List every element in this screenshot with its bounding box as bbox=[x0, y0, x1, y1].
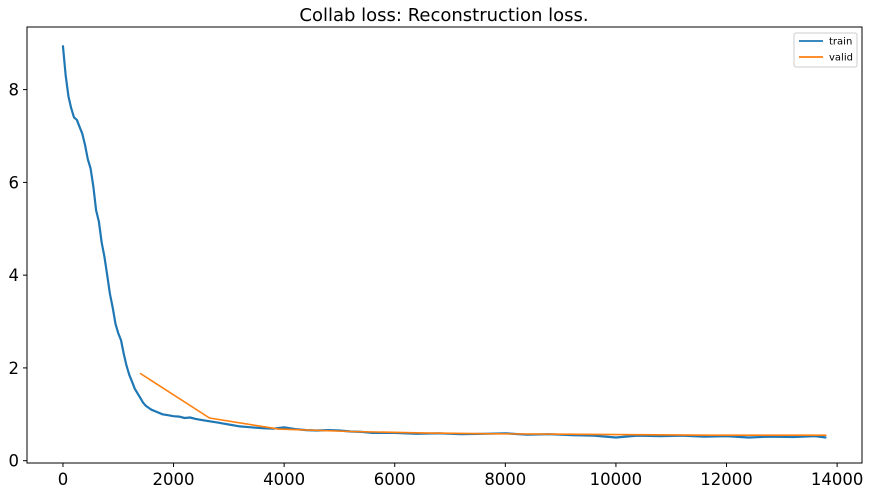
x-tick-label: 8000 bbox=[484, 470, 526, 489]
data-point-train bbox=[92, 186, 94, 188]
data-point-train bbox=[748, 436, 750, 439]
data-point-train bbox=[106, 274, 108, 276]
data-point-valid bbox=[493, 433, 495, 435]
legend-label-valid: valid bbox=[829, 53, 853, 64]
y-tick-label: 8 bbox=[9, 81, 20, 100]
x-tick-label: 6000 bbox=[374, 470, 416, 489]
data-point-train bbox=[206, 420, 208, 422]
data-point-train bbox=[261, 427, 263, 429]
plot-frame bbox=[26, 26, 863, 464]
data-point-train bbox=[76, 119, 78, 121]
data-point-train bbox=[250, 426, 252, 428]
data-point-train bbox=[703, 435, 706, 438]
data-point-train bbox=[142, 402, 144, 404]
data-point-train bbox=[211, 421, 213, 423]
y-tick-label: 4 bbox=[9, 266, 20, 285]
data-point-train bbox=[131, 381, 133, 383]
data-point-train bbox=[178, 416, 180, 418]
data-point-train bbox=[81, 133, 83, 135]
data-point-train bbox=[114, 323, 117, 325]
data-point-train bbox=[109, 293, 111, 295]
data-point-train bbox=[183, 417, 186, 419]
data-point-train bbox=[189, 416, 191, 419]
data-point-train bbox=[98, 221, 100, 223]
y-tick-label: 6 bbox=[9, 173, 20, 192]
data-point-train bbox=[78, 126, 81, 128]
data-point-train bbox=[134, 388, 136, 390]
data-point-train bbox=[172, 415, 175, 417]
data-point-train bbox=[125, 364, 128, 367]
data-point-train bbox=[87, 158, 89, 160]
data-point-train bbox=[659, 435, 661, 437]
data-point-valid bbox=[781, 434, 783, 436]
data-point-valid bbox=[637, 434, 639, 436]
chart-title: Collab loss: Reconstruction loss. bbox=[299, 5, 588, 26]
data-point-train bbox=[95, 209, 97, 211]
data-point-train bbox=[222, 422, 224, 425]
data-point-train bbox=[200, 419, 202, 421]
legend-label-train: train bbox=[829, 37, 852, 48]
x-tick-label: 12000 bbox=[700, 470, 753, 489]
data-point-train bbox=[128, 374, 130, 376]
data-point-train bbox=[150, 409, 153, 411]
series-line-train bbox=[61, 45, 827, 439]
legend: train valid bbox=[793, 32, 858, 68]
data-point-valid bbox=[825, 434, 827, 436]
data-point-train bbox=[593, 435, 595, 437]
data-point-train bbox=[615, 436, 617, 439]
x-tick-label: 4000 bbox=[263, 470, 305, 489]
y-tick-label: 2 bbox=[9, 359, 20, 378]
data-point-train bbox=[156, 411, 158, 413]
y-tick-label: 0 bbox=[9, 452, 20, 471]
data-point-train bbox=[792, 436, 794, 438]
x-axis: 0 2000 4000 6000 8000 10000 12000 14000 bbox=[58, 463, 864, 489]
data-point-train bbox=[145, 405, 147, 407]
data-point-valid bbox=[208, 417, 211, 419]
x-tick-label: 10000 bbox=[590, 470, 643, 489]
x-tick-label: 2000 bbox=[153, 470, 195, 489]
data-point-train bbox=[67, 95, 70, 98]
data-point-valid bbox=[421, 432, 423, 434]
data-point-train bbox=[103, 255, 106, 258]
data-point-train bbox=[136, 392, 139, 395]
data-point-train bbox=[228, 423, 230, 426]
data-point-train bbox=[62, 44, 64, 47]
data-point-train bbox=[123, 353, 125, 355]
data-point-train bbox=[825, 436, 827, 439]
data-point-train bbox=[120, 339, 122, 341]
data-point-valid bbox=[139, 372, 141, 375]
data-point-train bbox=[167, 414, 169, 416]
data-point-train bbox=[161, 413, 164, 415]
plot-area bbox=[61, 44, 827, 439]
data-point-train bbox=[89, 167, 92, 170]
x-tick-label: 0 bbox=[58, 470, 69, 489]
data-point-train bbox=[70, 107, 72, 109]
data-point-train bbox=[73, 116, 75, 119]
data-point-train bbox=[195, 418, 197, 420]
data-point-valid bbox=[709, 434, 711, 436]
y-axis: 0 2 4 6 8 bbox=[9, 81, 27, 471]
data-point-train bbox=[112, 307, 114, 309]
data-point-train bbox=[239, 425, 241, 427]
data-point-train bbox=[217, 422, 219, 424]
data-point-valid bbox=[278, 428, 280, 430]
data-point-train bbox=[139, 397, 141, 399]
data-point-train bbox=[117, 332, 119, 334]
data-point-train bbox=[65, 75, 67, 77]
data-point-train bbox=[283, 426, 285, 428]
data-point-train bbox=[770, 435, 772, 438]
data-point-train bbox=[101, 242, 103, 244]
data-point-valid bbox=[349, 430, 352, 433]
x-tick-label: 14000 bbox=[811, 470, 864, 489]
data-point-train bbox=[84, 144, 86, 146]
data-point-valid bbox=[565, 433, 567, 435]
